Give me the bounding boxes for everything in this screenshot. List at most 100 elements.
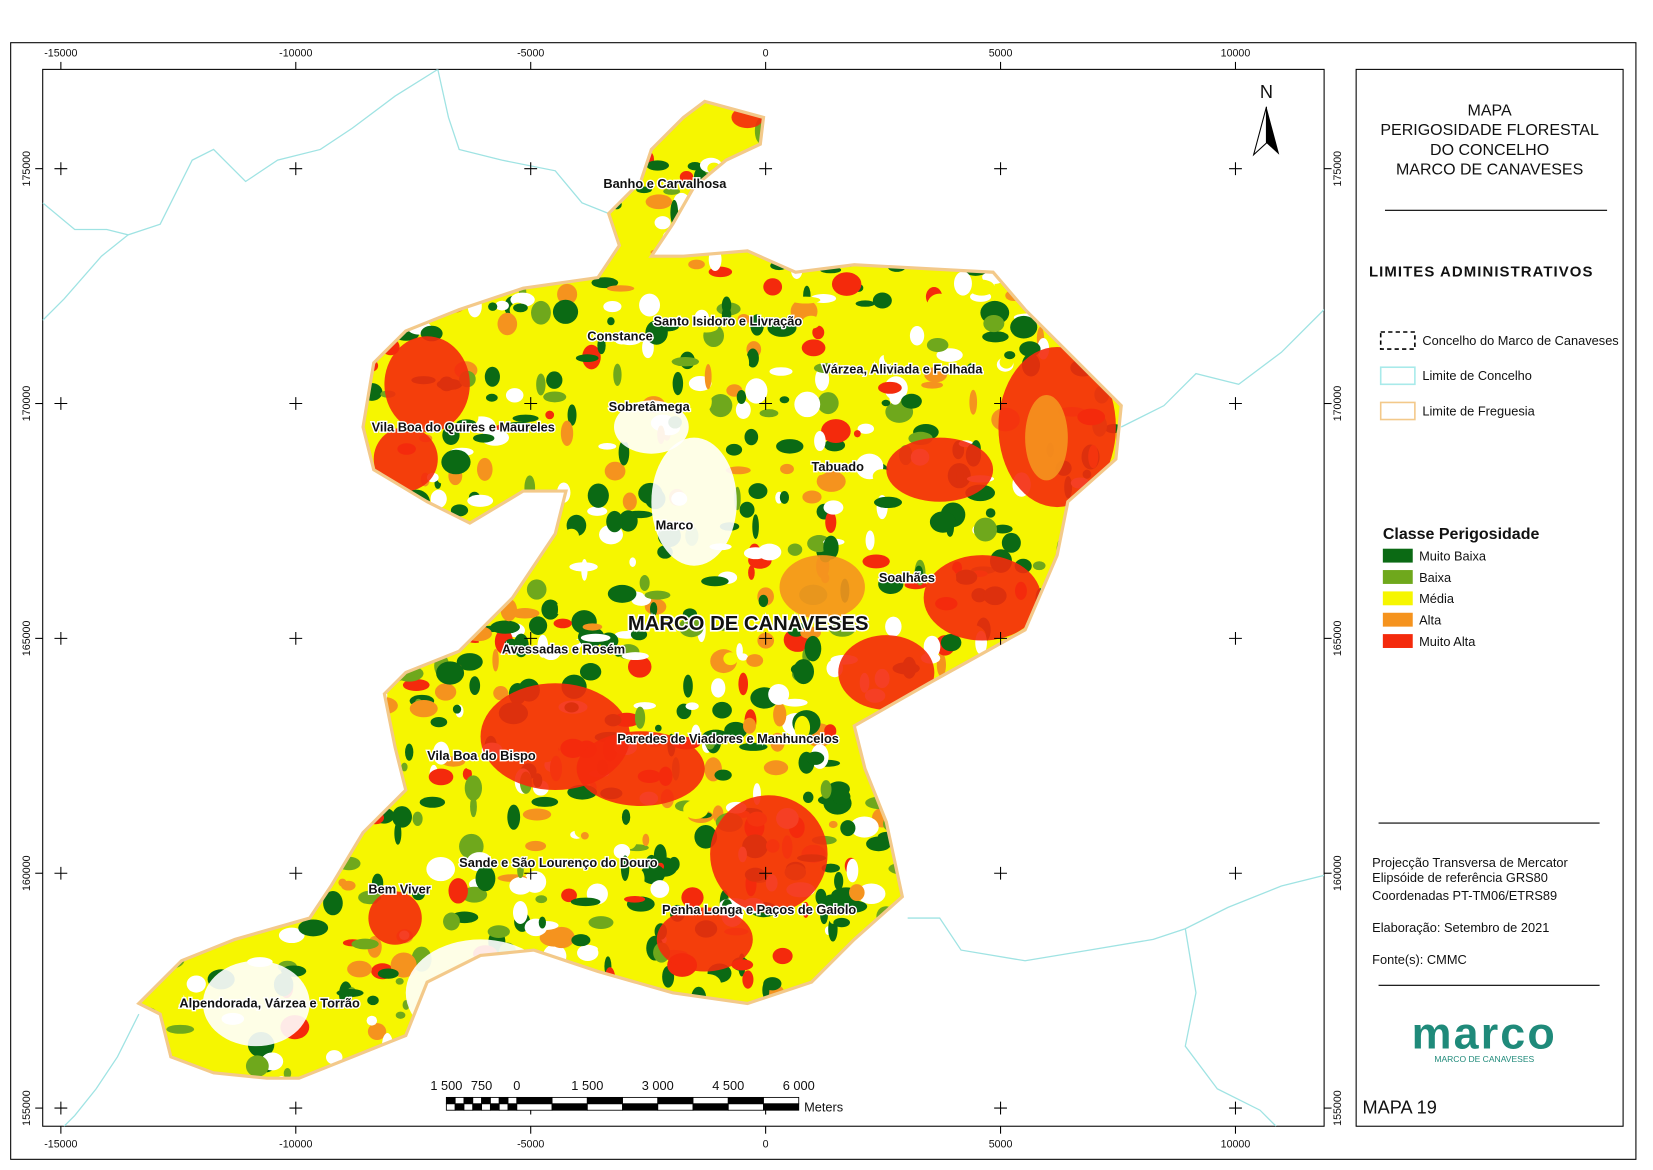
hazard-area: [576, 731, 705, 806]
hazard-patch: [671, 356, 700, 367]
hazard-patch: [166, 1024, 195, 1034]
hazard-patch: [790, 296, 821, 304]
place-label: Várzea, Aliviada e Folhada: [822, 362, 983, 377]
hazard-patch: [924, 367, 948, 383]
hazard-patch: [603, 301, 622, 313]
hazard-patch: [737, 313, 750, 325]
grid-cross: [524, 866, 538, 880]
hazard-patch: [487, 925, 510, 939]
hazard-patch: [509, 876, 532, 895]
hazard-patch: [338, 878, 347, 887]
hazard-patch: [1001, 532, 1021, 553]
hazard-patch: [541, 644, 561, 661]
hazard-patch: [513, 633, 529, 658]
hazard-patch: [607, 317, 615, 326]
hazard-patch: [763, 977, 782, 991]
hazard-area: [202, 960, 310, 1047]
hazard-patch: [186, 975, 206, 993]
hazard-patch: [821, 419, 851, 444]
hazard-patch: [752, 514, 759, 539]
hazard-patch: [630, 628, 648, 641]
hazard-area: [384, 336, 470, 433]
hazard-patch: [910, 364, 921, 383]
scale-segment: [692, 1096, 729, 1105]
scale-label: 3 000: [642, 1078, 674, 1093]
hazard-patch: [430, 489, 447, 509]
hazard-area: [373, 427, 438, 492]
hazard-patch: [701, 576, 729, 587]
hazard-patch: [625, 819, 654, 840]
hazard-patch: [678, 856, 697, 867]
hazard-patch: [823, 500, 844, 515]
hazard-patch: [940, 633, 962, 652]
hazard-patch: [531, 796, 559, 807]
scale-segment: [622, 1103, 659, 1111]
scale-bar: 1 500 750 0 1 500 3 000 4 500 6 000 Meters: [430, 1078, 843, 1114]
place-label: Bem Viver: [368, 882, 430, 897]
hazard-patch: [529, 616, 548, 635]
concelho-limit: [42, 69, 439, 321]
hazard-patch: [846, 858, 859, 883]
x-coord-label: 5000: [989, 48, 1013, 60]
hazard-patch: [966, 363, 977, 374]
logo-name: marco: [1412, 1007, 1557, 1058]
scale-label: 0: [513, 1078, 520, 1093]
hazard-patch: [428, 768, 454, 786]
hazard-patch: [644, 590, 671, 600]
map-title: PERIGOSIDADE FLORESTAL: [1380, 122, 1599, 139]
hazard-patch: [746, 348, 759, 368]
hazard-patch: [298, 919, 329, 937]
hazard-patch: [780, 463, 794, 475]
hazard-patch: [968, 279, 995, 296]
hazard-patch: [683, 799, 709, 819]
grid-cross: [1229, 397, 1242, 410]
hazard-patch: [392, 806, 412, 828]
hazard-patch: [504, 421, 535, 430]
hazard-patch: [921, 381, 944, 389]
hazard-patch: [649, 602, 658, 617]
hazard-patch: [874, 496, 902, 509]
hazard-patch: [865, 530, 875, 551]
hazard-patch: [367, 1023, 387, 1040]
concelho-limit: [437, 69, 609, 215]
hazard-patch: [640, 864, 666, 885]
admin-item: Limite de Freguesia: [1422, 403, 1535, 418]
hazard-patch: [525, 840, 547, 852]
hazard-patch: [831, 272, 862, 296]
hazard-patch: [597, 336, 606, 355]
note: Elaboração: Setembro de 2021: [1372, 920, 1549, 935]
north-label: N: [1260, 82, 1273, 102]
hazard-patch: [715, 624, 735, 631]
admin-title: LIMITES ADMINISTRATIVOS: [1369, 263, 1594, 280]
hazard-patch: [802, 315, 821, 329]
scale-segment: [454, 1096, 465, 1105]
hazard-patch: [581, 558, 588, 581]
hazard-patch: [739, 742, 768, 751]
scale-unit: Meters: [804, 1099, 843, 1114]
hazard-patch: [1032, 561, 1046, 571]
hazard-patch: [866, 836, 892, 852]
hazard-patch: [739, 501, 755, 518]
hazard-patch: [552, 299, 579, 324]
hazard-patch: [823, 535, 839, 560]
hazard-patch: [685, 702, 699, 711]
hazard-patch: [767, 318, 797, 337]
hazard-patch: [598, 443, 617, 450]
hazard-patch: [548, 926, 575, 949]
scale-segment: [445, 1096, 456, 1105]
place-label: Banho e Carvalhosa: [603, 176, 727, 191]
map-title: DO CONCELHO: [1430, 142, 1549, 159]
hazard-item: Muito Baixa: [1419, 548, 1487, 563]
hazard-patch: [973, 517, 998, 542]
hazard-item: Muito Alta: [1419, 634, 1476, 649]
hazard-patch: [742, 717, 757, 734]
hazard-patch: [736, 389, 747, 405]
place-label: Tabuado: [812, 459, 865, 474]
hazard-patch: [930, 399, 953, 425]
hazard-patch: [543, 391, 567, 403]
hazard-patch: [606, 285, 635, 292]
hazard-patch: [639, 574, 650, 591]
hazard-patch: [473, 433, 495, 443]
hazard-patch: [580, 633, 611, 642]
hazard-patch: [615, 337, 629, 345]
